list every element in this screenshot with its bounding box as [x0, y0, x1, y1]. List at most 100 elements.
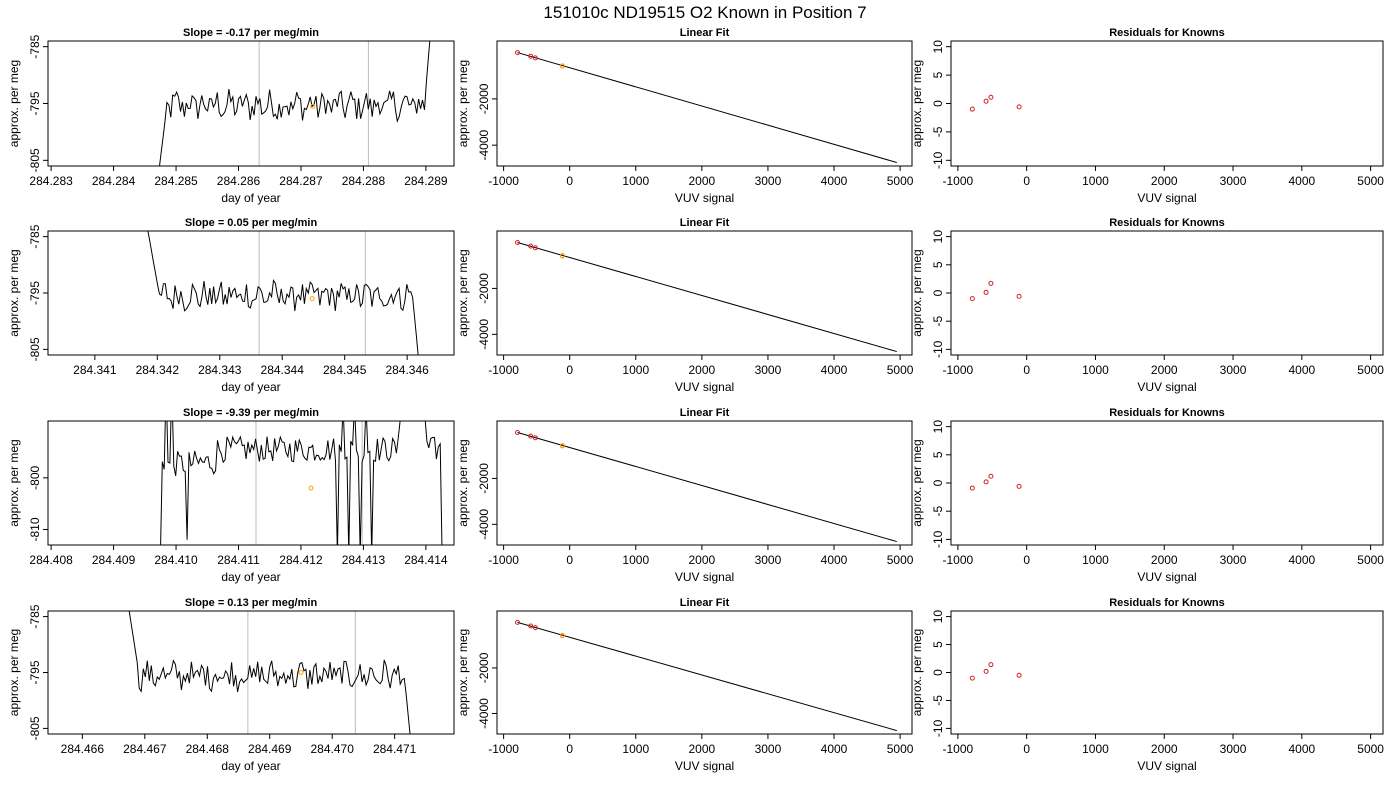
residual-point [969, 296, 975, 302]
y-tick-label: -805 [28, 716, 42, 740]
known-point [528, 53, 534, 59]
x-tick-label: 2000 [689, 363, 716, 377]
x-tick-label: 284.471 [373, 742, 417, 756]
x-tick-label: 284.468 [186, 742, 230, 756]
x-axis-label: VUV signal [1137, 759, 1196, 773]
y-tick-label: 5 [931, 451, 945, 458]
plot-frame [47, 610, 455, 735]
known-point [532, 245, 538, 251]
y-axis-label: approx. per meg [7, 60, 21, 147]
x-tick-label: 0 [566, 742, 573, 756]
x-axis-label: day of year [221, 191, 280, 205]
x-tick-label: 2000 [1151, 553, 1178, 567]
x-tick-label: 284.289 [404, 174, 448, 188]
x-tick-label: 284.342 [136, 363, 180, 377]
x-tick-label: -1000 [943, 742, 974, 756]
plot-frame [47, 230, 455, 356]
x-tick-label: 284.283 [29, 174, 73, 188]
x-tick-label: 284.411 [217, 553, 260, 567]
sample-marker [298, 670, 304, 675]
panel-title: Slope = -9.39 per meg/min [183, 407, 319, 419]
x-tick-label: 2000 [689, 553, 716, 567]
fit-line [517, 432, 897, 543]
plot-frame [950, 610, 1384, 735]
x-axis-label: VUV signal [675, 570, 734, 584]
x-tick-label: 1000 [1082, 174, 1109, 188]
x-tick-label: -1000 [488, 742, 519, 756]
x-axis-label: VUV signal [1137, 191, 1196, 205]
fit-panel-row-1: Linear Fit -1000 0 1000 2000 3000 4000 5000 -400… [456, 27, 914, 205]
panel-title: Residuals for Knowns [1109, 27, 1225, 39]
plot-area [514, 50, 897, 164]
residual-point [983, 479, 989, 485]
timeseries-panel-row-1: Slope = -0.17 per meg/min 284.283 284.284 2… [7, 27, 455, 205]
x-tick-label: 4000 [821, 174, 848, 188]
y-tick-label: -5 [931, 316, 945, 327]
panel-title: Slope = -0.17 per meg/min [183, 27, 319, 39]
x-tick-label: 5000 [1357, 553, 1384, 567]
x-tick-label: -1000 [943, 174, 974, 188]
x-tick-label: 0 [566, 174, 573, 188]
x-tick-label: -1000 [488, 174, 519, 188]
y-tick-label: -795 [28, 91, 42, 115]
plot-area [969, 280, 1022, 302]
x-tick-label: 284.412 [279, 553, 323, 567]
x-tick-label: 5000 [1357, 742, 1384, 756]
y-tick-label: -10 [931, 530, 945, 548]
residual-point [988, 94, 994, 100]
y-tick-label: 10 [931, 420, 945, 434]
y-tick-label: -795 [28, 660, 42, 684]
residual-point [1016, 104, 1022, 110]
known-point [514, 50, 520, 56]
x-axis-label: VUV signal [1137, 380, 1196, 394]
y-axis-label: approx. per meg [456, 249, 470, 336]
x-tick-label: 1000 [1082, 742, 1109, 756]
x-tick-label: 0 [566, 553, 573, 567]
x-tick-label: 3000 [1220, 174, 1247, 188]
panel-title: Residuals for Knowns [1109, 597, 1225, 609]
y-tick-label: 10 [931, 40, 945, 54]
x-tick-label: 284.341 [73, 363, 117, 377]
x-tick-label: 3000 [755, 174, 782, 188]
residual-point [988, 280, 994, 286]
x-tick-label: 1000 [622, 742, 649, 756]
x-tick-label: 3000 [755, 363, 782, 377]
residual-point [1016, 293, 1022, 299]
known-point [514, 619, 520, 625]
y-tick-label: -2000 [477, 273, 491, 304]
y-axis-label: approx. per meg [456, 60, 470, 147]
plot-frame [496, 610, 913, 735]
panel-title: Residuals for Knowns [1109, 407, 1225, 419]
x-tick-label: 284.287 [279, 174, 323, 188]
y-tick-label: -805 [28, 148, 42, 172]
x-tick-label: 0 [1023, 553, 1030, 567]
x-tick-label: 3000 [1220, 363, 1247, 377]
x-tick-label: 2000 [689, 742, 716, 756]
panel-title: Linear Fit [680, 217, 730, 229]
timeseries-panel-row-4: Slope = 0.13 per meg/min 284.466 284.467 28… [7, 597, 455, 773]
y-tick-label: -2000 [477, 652, 491, 683]
plot-frame [950, 230, 1384, 356]
timeseries-panel-row-3: Slope = -9.39 per meg/min 284.408 284.409 2… [7, 407, 455, 584]
known-point [528, 433, 534, 439]
x-tick-label: 4000 [1288, 553, 1315, 567]
plot-frame [496, 230, 913, 356]
y-axis-label: approx. per meg [456, 629, 470, 716]
panel-title: Linear Fit [680, 597, 730, 609]
panel-title: Linear Fit [680, 407, 730, 419]
plot-area [969, 94, 1022, 112]
fit-line [517, 52, 897, 164]
x-tick-label: 3000 [755, 553, 782, 567]
x-axis-label: VUV signal [675, 380, 734, 394]
x-tick-label: 2000 [1151, 174, 1178, 188]
y-tick-label: 0 [931, 100, 945, 107]
x-tick-label: 284.344 [261, 363, 305, 377]
residual-point [1016, 483, 1022, 489]
panel-title: Linear Fit [680, 27, 730, 39]
x-axis-label: day of year [221, 380, 280, 394]
y-axis-label: approx. per meg [910, 629, 924, 716]
x-tick-label: 284.410 [154, 553, 198, 567]
y-tick-label: -4000 [477, 509, 491, 540]
signal-trace [147, 231, 419, 355]
